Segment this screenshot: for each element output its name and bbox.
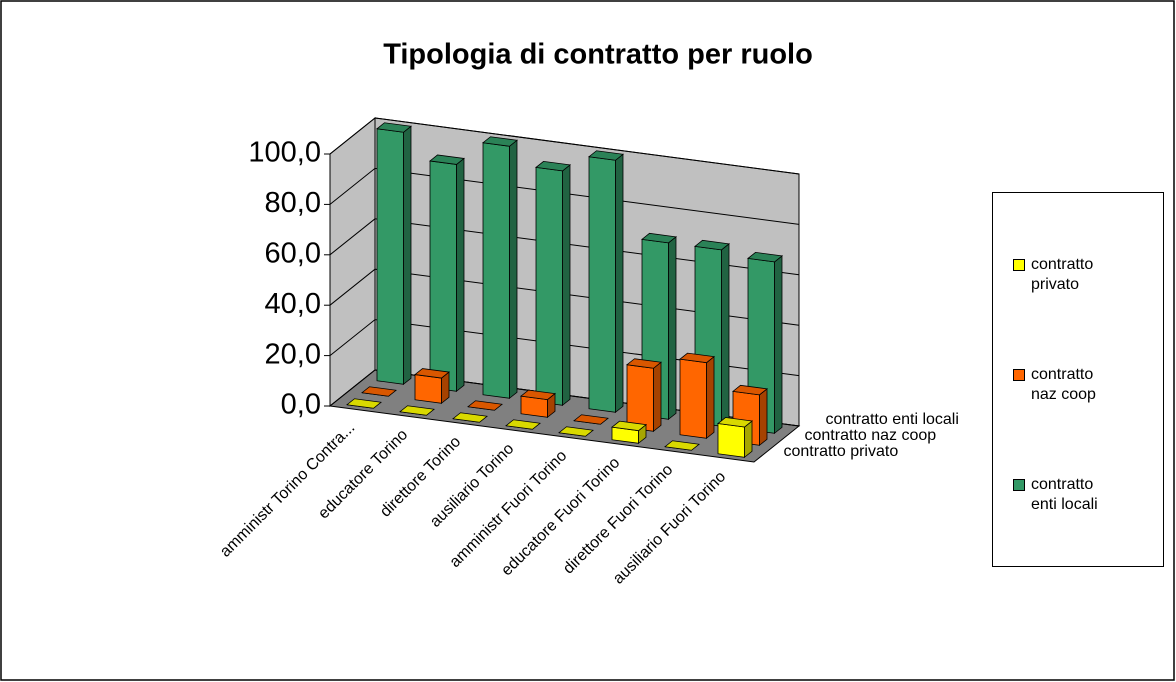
bar [452,412,488,423]
bar [505,419,541,430]
legend-swatch [1013,479,1025,491]
bar-side [615,153,624,414]
legend-swatch [1013,369,1025,381]
bar-side [706,355,715,440]
bar-side [562,164,571,407]
bar-front [376,128,404,385]
bar-top [482,136,518,147]
bar-top [399,405,435,416]
legend-swatch [1013,259,1025,271]
bar-front [429,160,457,392]
bar [520,389,556,419]
bar-top [641,232,677,244]
y-tick-label: 80,0 [265,187,321,219]
y-tick-label: 60,0 [265,237,321,269]
bar-top [376,122,412,133]
bar-top [414,368,450,379]
bar [717,417,753,459]
bar [429,154,465,393]
bar [414,368,450,405]
bar [346,398,382,409]
bar-front [535,166,563,406]
depth-label: contratto naz coop [805,427,937,444]
legend-entry: contratto naz coop [1013,365,1115,405]
legend: contratto privato contratto naz coop contr… [992,192,1164,567]
bar-top [694,239,730,251]
bar-top [505,419,541,430]
bar-top [664,440,700,451]
grid-line [329,117,800,175]
depth-label: contratto enti locali [826,411,959,428]
bar [679,352,715,440]
bar-top [747,251,783,263]
bar-side [774,255,783,435]
bar-top [429,154,465,165]
bar-front [588,156,616,413]
bar-front [626,364,654,432]
bar-side [509,139,518,400]
bar-front [482,142,510,399]
y-tick-label: 40,0 [265,288,321,320]
bar-top [467,400,503,411]
bar [558,426,594,437]
bar [399,405,435,416]
bar [626,358,662,433]
depth-label: contratto privato [784,443,899,460]
side-wall [329,116,376,408]
y-tick-label: 20,0 [265,338,321,370]
bar-top [361,386,397,397]
bar [376,122,412,386]
bar [664,440,700,451]
bar [611,420,647,445]
bar-front [414,374,442,404]
bar-side [759,388,768,447]
bar [535,160,571,407]
legend-entry: contratto privato [1013,255,1115,295]
bar-top [558,426,594,437]
bar-top [573,414,609,425]
legend-entry: contratto enti locali [1013,475,1115,515]
bar-front [717,423,745,458]
bar [588,150,624,414]
bar-top [626,358,662,369]
bar-top [732,384,768,396]
bar [361,386,397,397]
bar-side [721,243,730,428]
bar [573,414,609,425]
bar-top [611,420,647,432]
bar-front [679,358,707,439]
bar-side [456,157,465,393]
bar-top [717,417,753,428]
y-tick-label: 0,0 [281,389,321,421]
bar [467,400,503,411]
bar-top [588,150,624,161]
bar-top [520,389,556,401]
legend-label: contratto enti locali [1031,476,1098,513]
bar-side [403,125,412,386]
grid-line [329,167,800,225]
bar-top [346,398,382,409]
bar [482,136,518,400]
y-tick-label: 100,0 [248,137,321,169]
bar-top [452,412,488,423]
legend-label: contratto privato [1031,256,1094,293]
chart-title: Tipologia di contratto per ruolo [383,39,813,71]
bar-top [535,160,571,172]
bar-side [668,236,677,421]
bar-top [679,352,715,364]
legend-label: contratto naz coop [1031,366,1096,403]
bar-side [653,361,662,433]
